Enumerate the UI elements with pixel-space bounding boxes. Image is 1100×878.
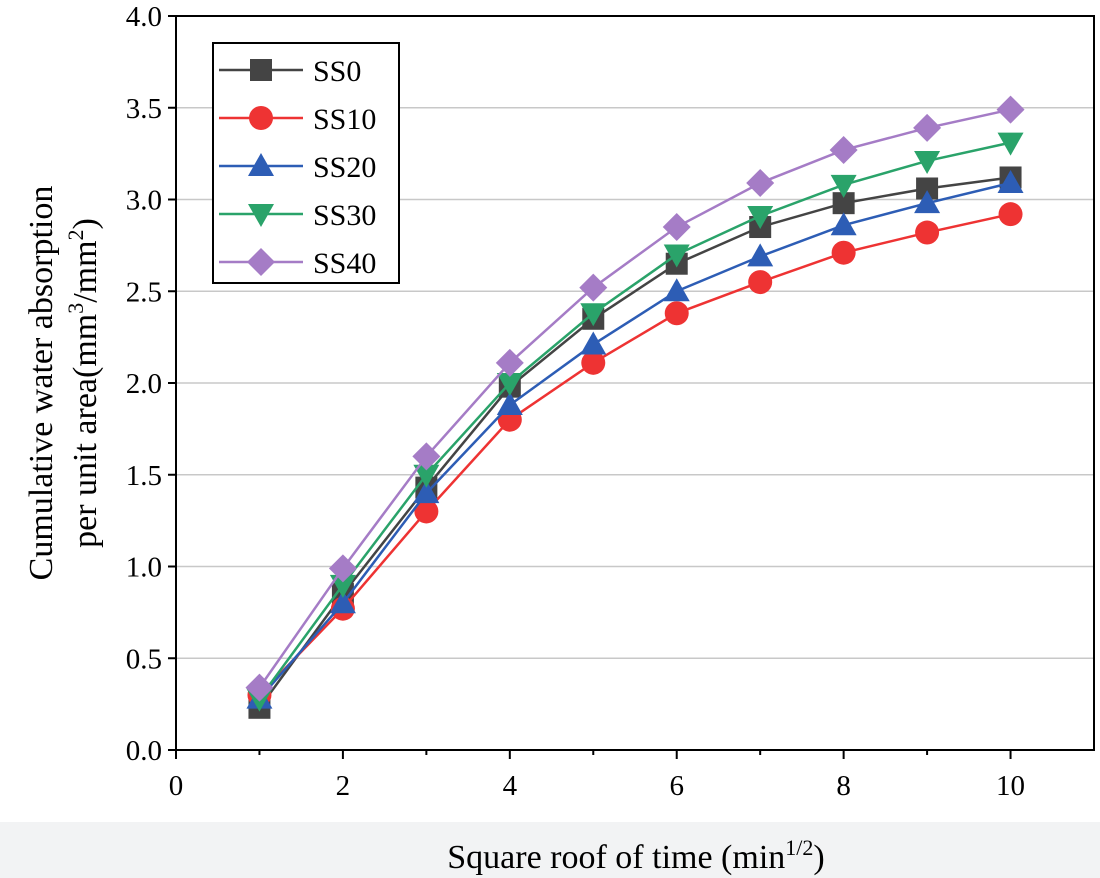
- legend-label: SS0: [313, 55, 361, 88]
- data-point-ss40: [412, 442, 441, 471]
- data-point-ss30: [663, 244, 690, 268]
- x-tick-label: 0: [169, 770, 184, 802]
- legend-marker: [248, 153, 274, 176]
- y-axis-label-line2: per unit area(mm3/mm2): [63, 218, 104, 548]
- legend-box: [212, 42, 400, 284]
- y-tick-label: 3.5: [126, 93, 162, 125]
- data-point-ss40: [829, 135, 858, 164]
- y-axis-label-line1: Cumulative water absorption: [23, 186, 60, 581]
- legend-item-ss10: SS10: [219, 103, 376, 136]
- data-point-ss40: [913, 113, 942, 142]
- legend-item-ss40: SS40: [219, 247, 376, 280]
- x-tick-label: 10: [996, 770, 1025, 802]
- data-point-ss10: [915, 220, 940, 245]
- data-point-ss10: [748, 270, 773, 295]
- axis-ticks: 0.0 0.5 1.0 1.5 2.0 2.5 3.0 3.5 4.0 0 2 4 6 8 10: [126, 1, 1025, 802]
- data-point-ss10: [414, 499, 439, 524]
- legend-item-ss20: SS20: [219, 151, 376, 184]
- data-point-ss30: [413, 464, 440, 488]
- data-point-ss20: [997, 169, 1024, 193]
- y-tick-label: 1.0: [126, 552, 162, 584]
- data-point-ss20: [329, 590, 356, 614]
- data-point-ss0: [916, 177, 939, 200]
- y-tick-label: 2.5: [126, 276, 162, 308]
- y-tick-label: 0.0: [126, 735, 162, 767]
- series-line-ss40: [258, 108, 1011, 689]
- data-point-ss40: [996, 95, 1025, 124]
- data-point-ss40: [746, 168, 775, 197]
- x-tick-label: 6: [669, 770, 684, 802]
- legend-label: SS40: [313, 247, 376, 280]
- series-ss20: [246, 169, 1024, 709]
- data-point-ss40: [579, 273, 608, 302]
- data-point-ss30: [329, 574, 356, 598]
- series-lines: [245, 95, 1025, 719]
- series-ss40: [245, 95, 1025, 702]
- y-tick-label: 3.0: [126, 185, 162, 217]
- data-point-ss20: [413, 480, 440, 504]
- series-line-ss10: [258, 212, 1011, 696]
- data-point-ss30: [997, 132, 1024, 156]
- series-line-ss30: [258, 141, 1011, 700]
- data-point-ss30: [580, 303, 607, 327]
- y-tick-label: 2.0: [126, 368, 162, 400]
- data-point-ss30: [496, 373, 523, 396]
- data-point-ss20: [830, 212, 857, 236]
- data-point-ss30: [747, 206, 774, 230]
- series-ss30: [246, 132, 1024, 712]
- data-point-ss20: [580, 331, 607, 355]
- data-point-ss20: [663, 278, 690, 302]
- legend-marker: [250, 59, 272, 81]
- data-point-ss20: [747, 243, 774, 267]
- series-line-ss0: [258, 176, 1011, 709]
- legend: SS0 SS10 SS20 SS30 SS40: [212, 42, 400, 284]
- data-point-ss10: [831, 240, 856, 265]
- legend-item-ss0: SS0: [219, 55, 361, 88]
- data-point-ss40: [328, 554, 357, 583]
- legend-marker: [249, 106, 273, 130]
- y-axis-label-group: Cumulative water absorption per unit are…: [23, 186, 104, 581]
- data-point-ss40: [495, 348, 524, 377]
- data-point-ss20: [496, 392, 523, 416]
- xlabel-band: [0, 822, 1100, 878]
- series-line-ss20: [258, 181, 1011, 700]
- legend-items: SS0 SS10 SS20 SS30 SS40: [219, 55, 376, 280]
- data-point-ss10: [998, 202, 1023, 227]
- y-tick-label: 4.0: [126, 1, 162, 33]
- data-point-ss10: [664, 301, 689, 326]
- x-tick-label: 8: [836, 770, 851, 802]
- legend-marker: [248, 204, 274, 227]
- data-point-ss0: [832, 192, 855, 215]
- legend-marker: [247, 248, 275, 276]
- data-point-ss40: [662, 213, 691, 242]
- legend-label: SS20: [313, 151, 376, 184]
- x-tick-label: 4: [503, 770, 518, 802]
- legend-item-ss30: SS30: [219, 199, 376, 232]
- legend-label: SS10: [313, 103, 376, 136]
- data-point-ss40: [245, 673, 274, 702]
- data-point-ss30: [830, 174, 857, 198]
- y-tick-label: 0.5: [126, 643, 162, 675]
- legend-label: SS30: [313, 199, 376, 232]
- y-tick-label: 1.5: [126, 460, 162, 492]
- data-point-ss10: [581, 350, 606, 375]
- x-axis-label: Square roof of time (min1/2): [447, 835, 824, 876]
- data-point-ss20: [914, 190, 941, 214]
- data-point-ss30: [914, 150, 941, 174]
- x-tick-label: 2: [336, 770, 351, 802]
